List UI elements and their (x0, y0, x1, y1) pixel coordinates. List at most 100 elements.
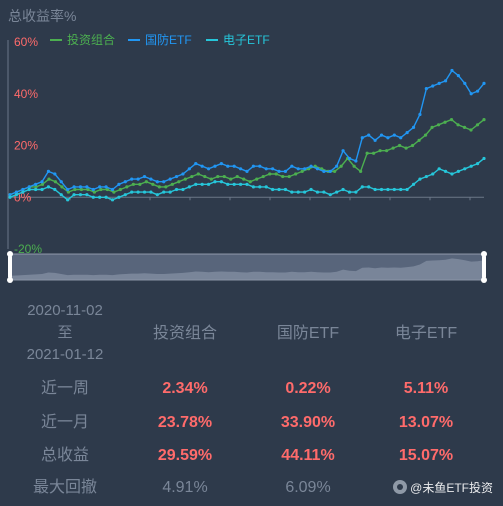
data-point (264, 185, 268, 189)
data-point (482, 81, 486, 85)
data-point (328, 169, 332, 173)
data-point (46, 169, 51, 173)
data-point (112, 190, 116, 194)
stat-value: 4.91% (162, 479, 208, 496)
data-point (405, 187, 409, 192)
data-point (335, 190, 339, 194)
data-point (98, 185, 102, 189)
data-point (66, 190, 71, 194)
data-point (347, 190, 352, 194)
stat-value: 0.22% (285, 380, 331, 397)
stat-value: 2.34% (162, 380, 208, 397)
data-point (226, 182, 230, 186)
stats-row-month: 近一月 23.78% 33.90% 13.07% (0, 407, 503, 439)
data-point (296, 167, 300, 171)
legend-label: 投资组合 (67, 32, 115, 47)
data-point (155, 193, 159, 197)
row-label: 总收益 (40, 447, 89, 464)
data-point (450, 172, 454, 176)
data-point (149, 177, 153, 181)
data-point (27, 187, 31, 192)
data-point (78, 185, 83, 189)
data-point (271, 167, 275, 171)
data-point (274, 172, 278, 176)
data-point (347, 156, 352, 161)
data-point (53, 180, 58, 184)
data-point (418, 112, 422, 117)
data-point (136, 177, 140, 181)
data-point (475, 89, 480, 93)
data-point (423, 133, 428, 137)
data-point (462, 125, 467, 129)
data-point (372, 151, 376, 155)
data-point (341, 149, 345, 153)
data-point (53, 172, 57, 176)
data-point (8, 193, 12, 197)
data-point (187, 185, 191, 189)
data-point (378, 149, 382, 153)
data-point (339, 164, 343, 168)
data-point (430, 125, 434, 129)
data-point (482, 156, 486, 161)
zoom-handle-right[interactable] (482, 256, 486, 278)
data-point (373, 138, 377, 142)
data-point (34, 182, 38, 186)
data-point (226, 164, 230, 168)
data-point (404, 146, 408, 150)
data-point (424, 174, 428, 179)
zoom-handle-left[interactable] (8, 256, 12, 278)
data-point (360, 185, 364, 189)
data-point (268, 172, 272, 176)
data-point (229, 177, 233, 181)
data-point (85, 185, 89, 189)
data-point (85, 193, 89, 197)
zoom-handle-knob (481, 277, 487, 283)
stats-row-total: 总收益 29.59% 44.11% 15.07% (0, 440, 503, 472)
y-tick-label: 60% (14, 35, 38, 49)
data-point (138, 182, 142, 186)
data-point (216, 174, 220, 179)
stats-header-row: 投资组合 国防ETF 电子ETF (0, 318, 503, 350)
data-point (27, 185, 31, 189)
data-point (213, 180, 217, 184)
data-point (187, 167, 191, 171)
data-point (283, 187, 288, 192)
data-point (60, 185, 64, 189)
data-point (367, 185, 371, 189)
data-point (354, 190, 358, 194)
data-point (155, 180, 159, 184)
data-point (66, 198, 70, 202)
data-point (14, 190, 19, 194)
data-point (168, 190, 172, 194)
data-point (21, 190, 25, 194)
data-point (118, 187, 122, 192)
data-point (397, 143, 402, 148)
data-point (47, 177, 51, 181)
data-point (449, 118, 454, 122)
data-point (142, 190, 147, 194)
data-point (164, 185, 168, 189)
data-point (283, 169, 288, 173)
data-point (92, 190, 97, 194)
data-point (34, 187, 38, 192)
data-point (200, 164, 204, 168)
data-point (456, 169, 460, 173)
data-point (213, 164, 217, 168)
data-point (391, 146, 395, 150)
data-point (196, 172, 200, 176)
data-point (309, 164, 313, 168)
stat-value: 6.09% (285, 479, 331, 496)
data-point (59, 180, 63, 184)
data-point (206, 167, 211, 171)
series-line (9, 69, 485, 196)
data-point (136, 190, 140, 194)
date-range: 2020-11-02 至 2021-01-12 (0, 300, 130, 366)
data-point (399, 187, 403, 192)
data-point (130, 190, 134, 194)
stat-value: 5.11% (403, 380, 449, 397)
data-point (206, 182, 211, 186)
data-point (245, 169, 249, 173)
data-point (174, 187, 179, 192)
data-point (200, 182, 204, 186)
data-point (379, 133, 384, 137)
